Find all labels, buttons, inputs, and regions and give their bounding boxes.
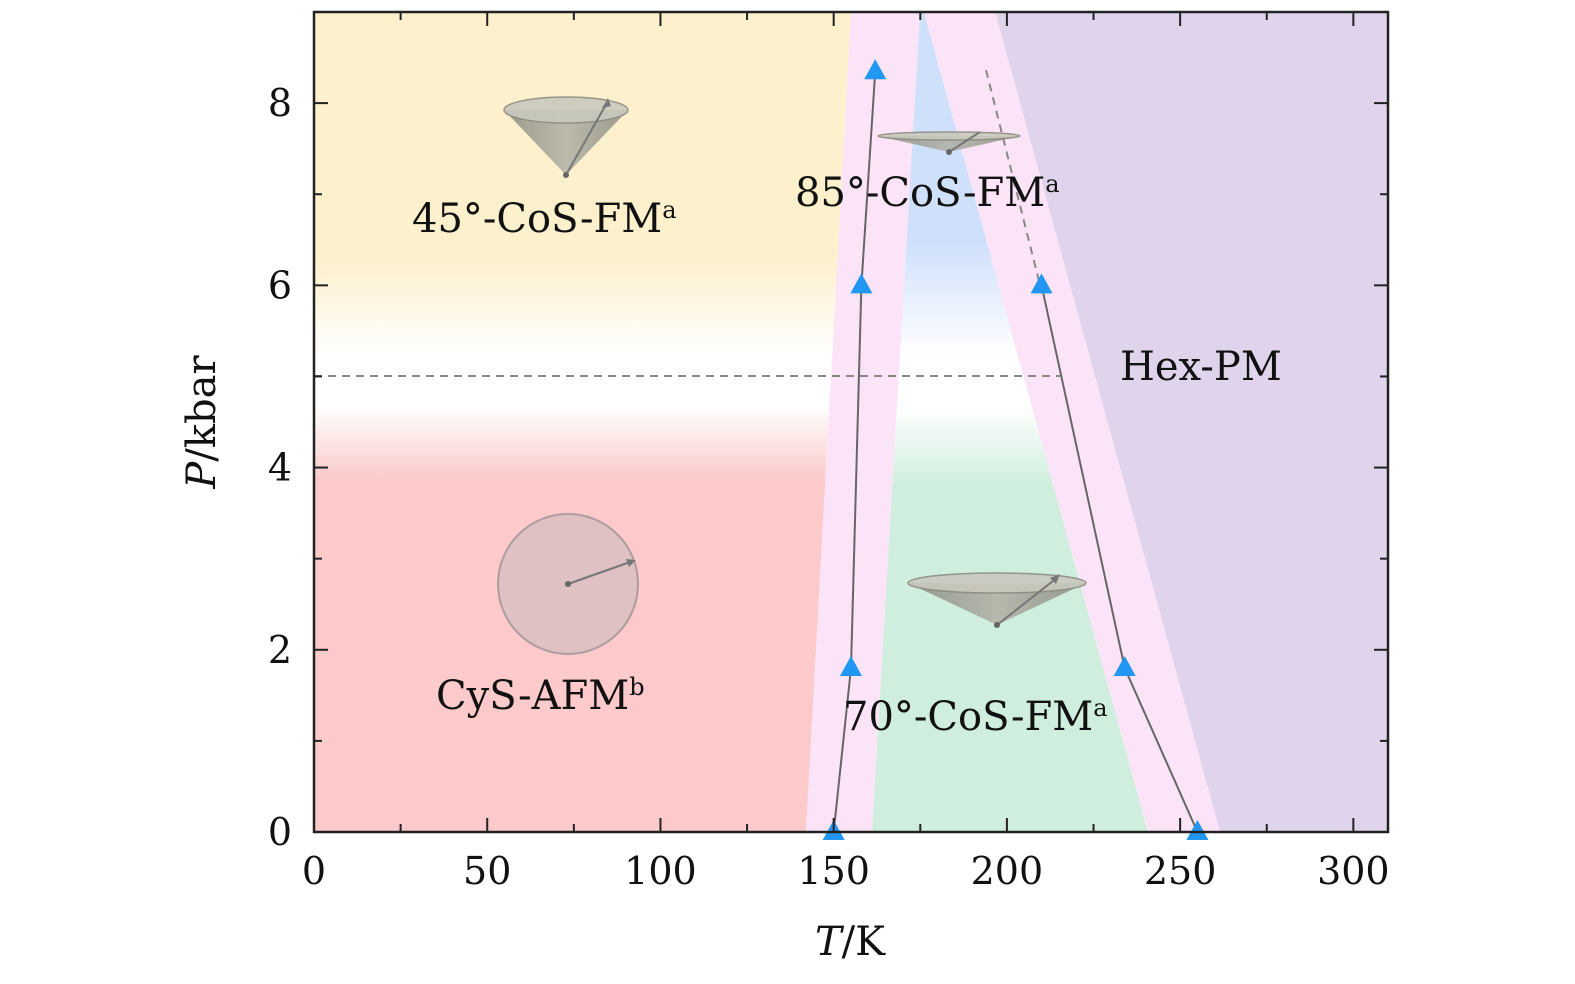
x-tick-label: 100 (624, 849, 697, 893)
plot-frame (312, 10, 1390, 834)
region-label-70: 70°-CoS-FMa (843, 694, 1108, 740)
x-tick-label: 150 (797, 849, 870, 893)
region-middle (872, 12, 1148, 832)
x-tick-label: 50 (463, 849, 511, 893)
cone-85-icon (877, 131, 1021, 155)
series-0-point-2 (850, 273, 873, 294)
series-1-point-1 (1113, 656, 1136, 676)
dashed-boundary-line (985, 69, 1041, 286)
axes-layer: 0 50 100 150 200 250 300 0 2 4 6 8 (268, 10, 1390, 893)
x-axis-label: T/K (815, 919, 886, 965)
y-tick-label: 4 (268, 446, 292, 490)
x-tick-label: 200 (971, 849, 1044, 893)
x-tick-label: 0 (302, 849, 326, 893)
y-tick-label: 8 (268, 81, 292, 125)
series-0-line (832, 71, 877, 833)
region-label-cys: CyS-AFMb (436, 673, 645, 719)
region-right (995, 12, 1388, 832)
series-layer (822, 59, 1209, 840)
cone-70-icon (907, 572, 1087, 628)
region-label-45: 45°-CoS-FMa (412, 196, 677, 242)
series-0-point-3 (864, 59, 887, 80)
x-tick-label: 250 (1144, 849, 1217, 893)
pink-band-left (806, 12, 920, 832)
y-tick-label: 0 (268, 810, 292, 854)
region-label-85: 85°-CoS-FMa (795, 170, 1060, 216)
series-1-point-2 (1030, 273, 1053, 294)
y-axis-label: P/kbar (179, 355, 225, 490)
series-1-point-0 (1186, 820, 1209, 840)
cone-45-icon (503, 96, 629, 178)
region-label-hex: Hex-PM (1120, 344, 1282, 390)
x-tick-label: 300 (1317, 849, 1390, 893)
sphere-cys-icon (497, 513, 639, 655)
y-tick-label: 2 (268, 628, 292, 672)
y-tick-label: 6 (268, 263, 292, 307)
series-0-point-1 (840, 656, 862, 676)
region-left (314, 12, 851, 832)
